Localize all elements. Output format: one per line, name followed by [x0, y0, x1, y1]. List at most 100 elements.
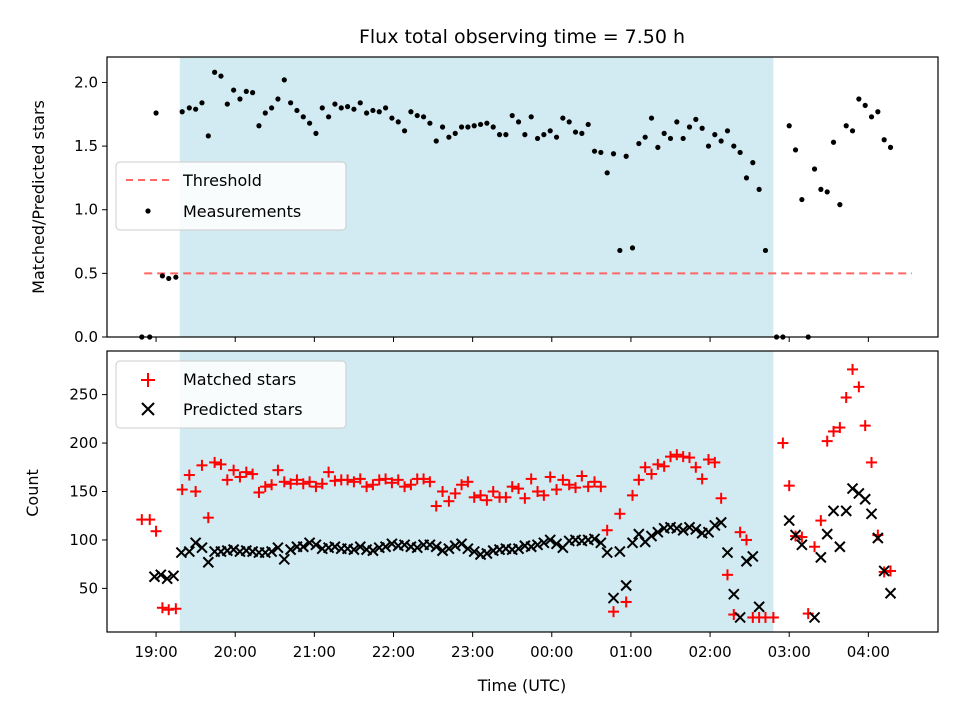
matched-star-point	[664, 451, 676, 463]
predicted-star-point	[834, 541, 846, 553]
bottom-legend-box	[115, 360, 347, 429]
predicted-star-point	[411, 541, 423, 554]
predicted-star-point	[161, 572, 173, 585]
measurement-point	[357, 100, 363, 106]
measurement-point	[661, 130, 667, 136]
measurement-point	[153, 110, 159, 116]
matched-star-point	[500, 491, 512, 503]
predicted-star-point	[683, 521, 696, 534]
predicted-star-point	[550, 538, 563, 550]
measurement-point	[496, 132, 503, 138]
top-legend: Threshold Measurements	[115, 161, 347, 231]
predicted-star-point	[329, 541, 341, 553]
measurement-point	[674, 119, 680, 125]
matched-star-point	[821, 435, 833, 447]
measurement-point	[750, 160, 756, 166]
top-plot-frame	[106, 56, 939, 338]
top-panel: 0.00.51.01.52.0 Matched/Predicted stars …	[29, 56, 939, 346]
predicted-star-point	[272, 541, 284, 554]
matched-star-point	[633, 474, 645, 486]
matched-star-point	[658, 460, 670, 472]
measurement-point	[269, 105, 275, 111]
matched-star-point	[418, 473, 430, 485]
predicted-star-point	[284, 543, 297, 556]
measurement-point	[731, 143, 737, 149]
measurement-point	[370, 107, 376, 114]
measurement-point	[667, 135, 674, 142]
matched-star-point	[740, 534, 752, 546]
predicted-star-point	[753, 601, 765, 613]
y-tick-label: 0.5	[74, 264, 98, 282]
legend-predicted-label: Predicted stars	[183, 400, 303, 419]
predicted-star-point	[310, 539, 322, 551]
predicted-star-point	[827, 505, 840, 517]
measurement-point	[585, 121, 591, 128]
measurement-point	[458, 124, 465, 130]
measurement-point	[212, 69, 218, 75]
matched-star-point	[671, 449, 683, 461]
matched-star-point	[702, 454, 714, 466]
measurement-point	[629, 245, 636, 251]
matched-stars-points	[136, 363, 897, 623]
measurement-point	[363, 110, 370, 116]
measurement-point	[250, 90, 256, 96]
legend-matched-swatch	[141, 373, 155, 387]
measurement-point	[515, 119, 522, 125]
measurement-point	[522, 132, 528, 138]
predicted-star-point	[595, 537, 607, 549]
matched-star-point	[316, 478, 328, 490]
matched-star-point	[475, 489, 487, 501]
predicted-star-point	[481, 547, 493, 560]
measurement-point	[617, 247, 623, 254]
matched-star-point	[150, 525, 162, 537]
measurement-point	[686, 124, 693, 130]
measurement-point	[313, 130, 319, 136]
measurement-point	[262, 110, 268, 116]
matched-star-point	[627, 489, 639, 501]
matched-star-point	[563, 479, 575, 491]
measurement-point	[433, 138, 439, 144]
matched-star-point	[866, 456, 878, 468]
legend-predicted-swatch	[141, 402, 155, 416]
measurement-point	[830, 139, 837, 145]
measurement-point	[837, 202, 843, 208]
x-tick-label: 01:00	[609, 643, 652, 661]
x-tick-label: 04:00	[847, 643, 890, 661]
measurement-point	[509, 112, 515, 119]
matched-star-point	[589, 476, 601, 488]
matched-star-point	[468, 491, 480, 503]
matched-star-point	[144, 514, 156, 526]
predicted-star-point	[633, 528, 645, 540]
measurement-point	[824, 189, 830, 195]
measurement-point	[199, 100, 205, 106]
measurement-point	[288, 100, 294, 106]
predicted-star-point	[443, 542, 455, 555]
matched-star-point	[342, 474, 354, 486]
y-tick-label: 200	[69, 434, 98, 452]
measurement-point	[376, 109, 382, 115]
matched-star-point	[853, 381, 865, 393]
predicted-star-point	[544, 534, 556, 546]
measurement-point	[471, 123, 477, 129]
predicted-star-point	[740, 555, 753, 567]
legend-measurements-label: Measurements	[183, 202, 301, 221]
predicted-star-point	[796, 539, 808, 551]
matched-star-point	[809, 541, 821, 553]
matched-star-point	[196, 459, 208, 471]
predicted-star-point	[709, 519, 721, 532]
x-tick-label: 19:00	[134, 643, 177, 661]
chart-title: Flux total observing time = 7.50 h	[359, 26, 685, 48]
measurement-point	[610, 151, 617, 157]
measurement-point	[699, 125, 705, 131]
measurement-point	[166, 275, 172, 282]
measurement-point	[680, 135, 686, 142]
measurement-point	[843, 123, 849, 129]
predicted-star-point	[202, 556, 215, 568]
predicted-star-point	[588, 533, 601, 545]
matched-star-point	[367, 479, 379, 491]
measurement-point	[452, 130, 458, 136]
measurement-point	[887, 144, 894, 150]
matched-star-point	[170, 603, 182, 615]
predicted-star-point	[430, 541, 442, 553]
matched-star-point	[828, 425, 840, 437]
